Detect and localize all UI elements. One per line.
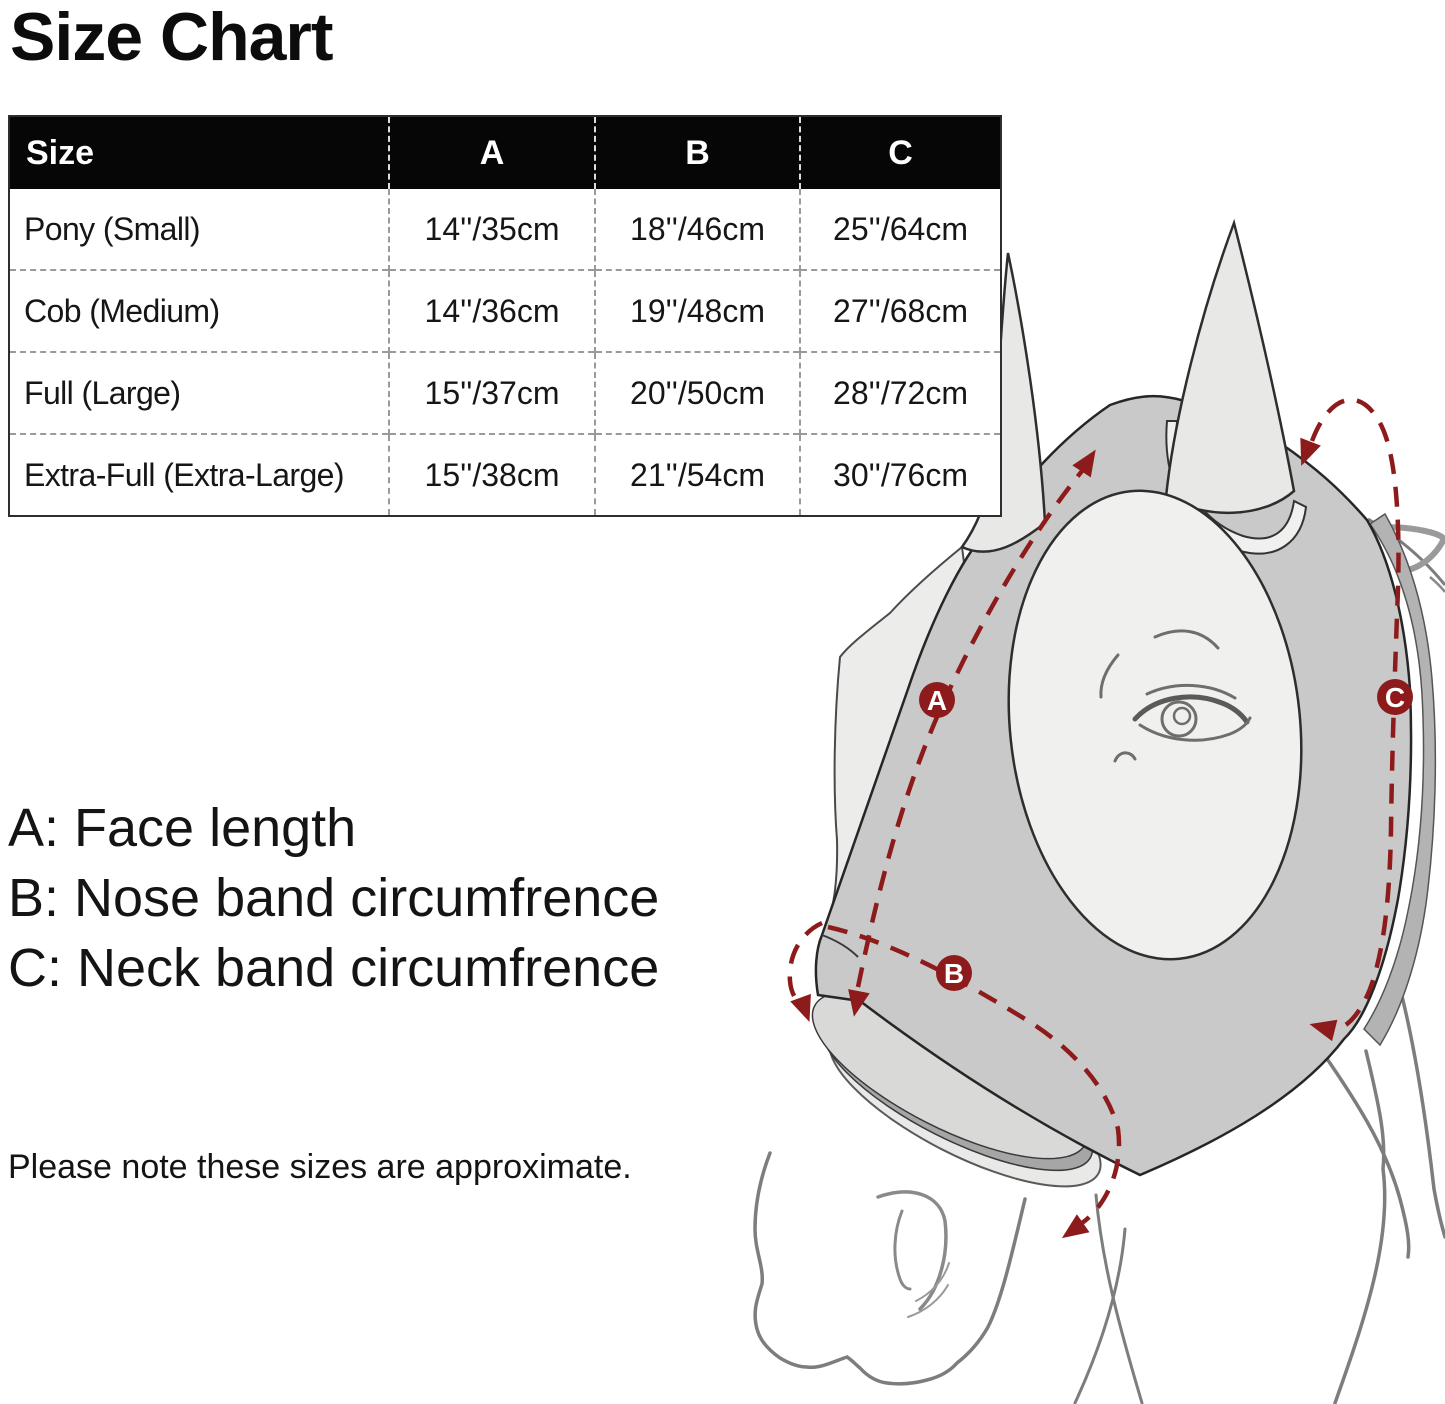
column-header-c: C: [799, 116, 1001, 189]
eye-opening: [1007, 489, 1303, 961]
approximate-sizes-note: Please note these sizes are approximate.: [8, 1148, 632, 1186]
column-header-size: Size: [9, 116, 389, 189]
value-cell: 14''/36cm: [388, 269, 595, 352]
measurement-arrow-b-loop: [787, 920, 824, 1007]
arrowhead-b-end: [1061, 1214, 1090, 1239]
value-cell: 20''/50cm: [594, 351, 800, 434]
column-header-a: A: [388, 116, 595, 189]
value-cell: 27''/68cm: [799, 269, 1001, 352]
arrowhead-c-end: [1309, 1019, 1338, 1042]
marker-b-label: B: [944, 958, 964, 989]
muzzle-outline: [753, 1151, 1027, 1386]
value-cell: 15''/38cm: [388, 433, 595, 516]
nostril-accent2: [907, 1284, 949, 1318]
arrowhead-c-top: [1300, 437, 1321, 466]
nostril-inner: [893, 1209, 912, 1291]
value-cell: 15''/37cm: [388, 351, 595, 434]
value-cell: 21''/54cm: [594, 433, 800, 516]
horse-fly-mask-illustration: A B C: [753, 218, 1445, 1404]
value-cell: 30''/76cm: [799, 433, 1001, 516]
marker-a-label: A: [927, 685, 947, 716]
table-row: Full (Large) 15''/37cm 20''/50cm 28''/72…: [9, 351, 1001, 434]
page-title: Size Chart: [10, 0, 334, 75]
nose-band: [811, 990, 1102, 1188]
throat-line: [1094, 1193, 1144, 1404]
nostril: [876, 1190, 948, 1311]
neck-line-rear: [1395, 975, 1445, 1239]
column-header-b: B: [594, 116, 800, 189]
upper-lash: [1132, 694, 1250, 725]
table-header-row: Size A B C: [9, 116, 1001, 189]
arrowhead-b-loop: [790, 993, 811, 1023]
value-cell: 25''/64cm: [799, 189, 1001, 270]
value-cell: 14''/35cm: [388, 189, 595, 270]
legend-item-c: C: Neck band circumfrence: [8, 938, 660, 998]
iris: [1160, 700, 1198, 738]
marker-a: A: [919, 682, 955, 718]
neck-strip: [1363, 512, 1437, 1047]
lower-lid: [1138, 716, 1252, 742]
brow-wrinkle: [1153, 629, 1220, 650]
table-row: Pony (Small) 14''/35cm 18''/46cm 25''/64…: [9, 189, 1001, 270]
neck-line-mid: [1333, 1049, 1387, 1404]
mane-curl: [1379, 524, 1445, 573]
size-cell: Extra-Full (Extra-Large): [9, 433, 389, 516]
table-row: Extra-Full (Extra-Large) 15''/38cm 21''/…: [9, 433, 1001, 516]
arrowheads: [790, 437, 1338, 1239]
size-table-container: Size A B C Pony (Small) 14''/35cm 18''/4…: [8, 115, 1002, 517]
brow-arc: [1099, 653, 1120, 699]
marker-c-label: C: [1385, 682, 1405, 713]
value-cell: 18''/46cm: [594, 189, 800, 270]
size-cell: Cob (Medium): [9, 269, 389, 352]
value-cell: 19''/48cm: [594, 269, 800, 352]
measurement-arrow-b: [827, 924, 1122, 1225]
legend-item-a: A: Face length: [8, 798, 357, 858]
measurement-legend: A: Face length B: Nose band circumfrence…: [8, 793, 659, 1003]
arrowhead-a-top: [1072, 449, 1096, 478]
legend-item-b: B: Nose band circumfrence: [8, 868, 660, 928]
nostril-accent: [915, 1262, 950, 1302]
marker-b: B: [936, 955, 972, 991]
eyelid-fold: [1145, 683, 1237, 700]
value-cell: 28''/72cm: [799, 351, 1001, 434]
size-table: Size A B C Pony (Small) 14''/35cm 18''/4…: [8, 115, 1002, 517]
pupil: [1172, 706, 1192, 726]
arrowhead-a-bottom: [848, 989, 870, 1017]
neck-line-front: [1310, 1035, 1411, 1259]
jowl-line: [1073, 1227, 1127, 1404]
cheek-mark: [1113, 751, 1137, 763]
table-row: Cob (Medium) 14''/36cm 19''/48cm 27''/68…: [9, 269, 1001, 352]
size-cell: Pony (Small): [9, 189, 389, 270]
mane-line: [1429, 576, 1445, 593]
marker-c: C: [1377, 679, 1413, 715]
mask-ear-right: [1164, 218, 1296, 515]
size-cell: Full (Large): [9, 351, 389, 434]
mask-flap-seam: [821, 934, 859, 958]
